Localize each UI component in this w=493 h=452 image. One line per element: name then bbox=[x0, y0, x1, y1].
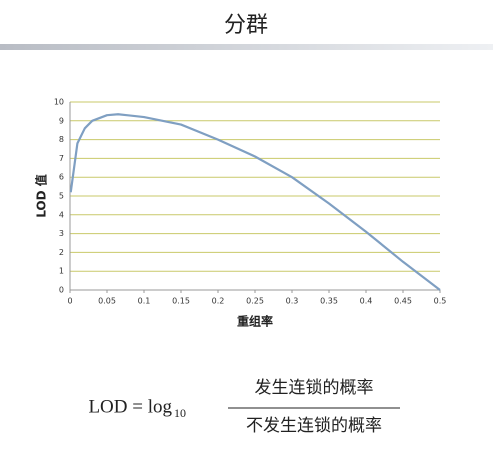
x-tick-label: 0.2 bbox=[212, 297, 225, 306]
formula-subscript: 10 bbox=[174, 406, 186, 420]
x-tick-label: 0.25 bbox=[246, 297, 264, 306]
y-axis-label: LOD 值 bbox=[34, 174, 49, 218]
y-tick-label: 5 bbox=[59, 192, 64, 201]
chart: 0 1 2 3 4 5 6 7 8 9 10 0 0.05 0.1 0.15 0.2 0.25 0.3 0.35 0.… bbox=[34, 98, 447, 329]
x-tick-label: 0.5 bbox=[434, 297, 447, 306]
formula-denominator: 不发生连锁的概率 bbox=[246, 416, 382, 435]
x-axis-label: 重组率 bbox=[237, 314, 273, 329]
formula-numerator: 发生连锁的概率 bbox=[255, 378, 374, 397]
x-tick-label: 0.15 bbox=[172, 297, 190, 306]
y-tick-label: 1 bbox=[59, 267, 64, 276]
formula-lhs: LOD = log bbox=[88, 396, 172, 417]
x-tick-label: 0.1 bbox=[138, 297, 151, 306]
line-series bbox=[69, 113, 441, 291]
y-tick-label: 6 bbox=[59, 173, 64, 182]
slide-title: 分群 bbox=[224, 13, 268, 38]
y-tick-label: 10 bbox=[54, 98, 64, 107]
title-bar bbox=[0, 44, 493, 50]
y-tick-label: 2 bbox=[59, 248, 64, 257]
x-tick-label: 0.35 bbox=[320, 297, 338, 306]
x-tick-label: 0.4 bbox=[360, 297, 373, 306]
x-tick-label: 0.05 bbox=[98, 297, 116, 306]
x-tick-label: 0.45 bbox=[394, 297, 412, 306]
y-tick-label: 0 bbox=[59, 286, 64, 295]
y-tick-label: 3 bbox=[59, 229, 64, 238]
x-tick-label: 0 bbox=[67, 297, 72, 306]
y-tick-label: 8 bbox=[59, 135, 64, 144]
y-tick-label: 7 bbox=[59, 154, 64, 163]
x-tick-label: 0.3 bbox=[286, 297, 299, 306]
y-tick-label: 4 bbox=[59, 210, 64, 219]
y-tick-label: 9 bbox=[59, 116, 64, 125]
